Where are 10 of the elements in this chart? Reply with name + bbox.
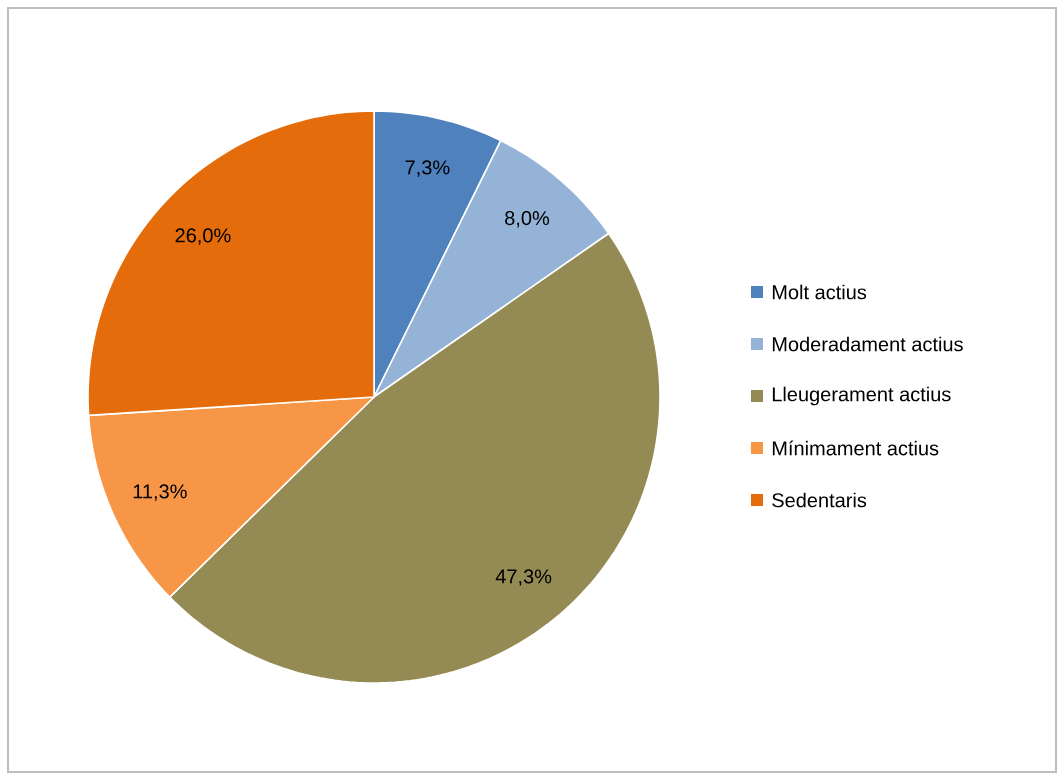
legend-label: Sedentaris <box>772 492 867 508</box>
data-label: 7,3% <box>405 160 450 177</box>
data-label: 8,0% <box>505 210 550 228</box>
data-label: 47,3% <box>495 569 552 586</box>
legend-label: Molt actius <box>772 284 867 300</box>
legend-label: Mínimament actius <box>772 440 939 456</box>
data-label: 26,0% <box>175 228 231 245</box>
legend-label: Moderadament actius <box>772 336 963 352</box>
data-label: 11,3% <box>133 484 187 501</box>
legend-label: Lleugerament actius <box>772 386 951 406</box>
